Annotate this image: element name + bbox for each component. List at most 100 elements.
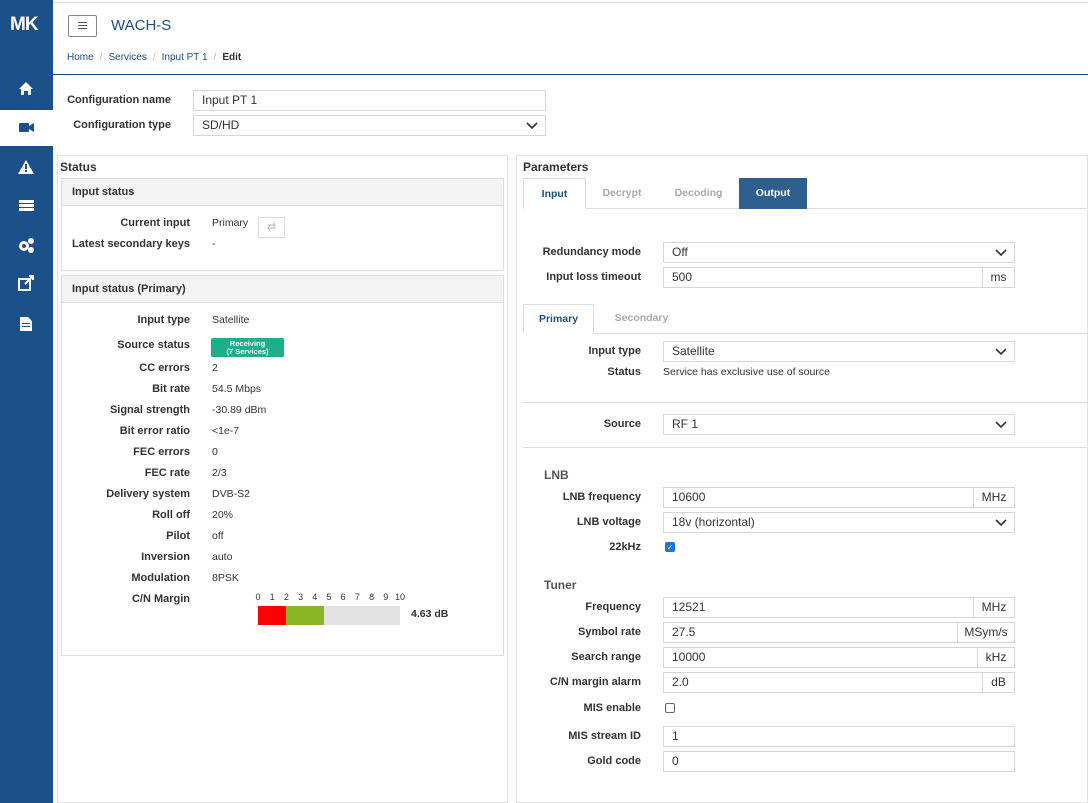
box-header — [61, 178, 504, 206]
breadcrumb-separator: / — [213, 52, 217, 63]
box-title: Input status — [72, 186, 135, 198]
text-input[interactable]: 10000 — [663, 646, 978, 668]
subtab-line — [523, 333, 1088, 334]
text-input[interactable]: 27.5 — [663, 621, 958, 643]
meter-value-label: 4.63 dB — [411, 608, 449, 620]
field-label: Gold code — [587, 755, 641, 767]
meter-tick-label: 6 — [340, 592, 346, 602]
chevron — [526, 122, 538, 130]
field-label: MIS enable — [583, 702, 641, 714]
unit-addon: MHz — [973, 486, 1015, 508]
unit-addon: MHz — [973, 596, 1015, 618]
select[interactable]: SD/HD — [193, 114, 546, 136]
select[interactable]: Satellite — [663, 340, 1015, 362]
status-value: off — [212, 530, 224, 542]
document-icon[interactable] — [20, 317, 32, 331]
breadcrumb-separator: / — [99, 52, 103, 63]
status-value: - — [212, 238, 216, 250]
text-input[interactable]: 0 — [663, 750, 1015, 772]
tab[interactable]: Decoding — [674, 187, 723, 199]
menu-button[interactable] — [68, 15, 97, 37]
meter-tick-label: 1 — [269, 592, 275, 602]
subtab[interactable]: Primary — [523, 304, 594, 334]
breadcrumb-item[interactable]: Input PT 1 — [161, 52, 208, 63]
home-icon[interactable] — [19, 82, 33, 95]
sidebar: MK — [0, 0, 53, 803]
field-label: Source — [603, 418, 641, 430]
parameters-title: Parameters — [523, 160, 589, 174]
field-label: Configuration name — [67, 94, 171, 106]
status-value: 8PSK — [212, 572, 239, 584]
meter-tick-label: 2 — [283, 592, 289, 602]
external-link-icon[interactable] — [18, 275, 34, 291]
status-label: Delivery system — [106, 488, 190, 500]
header-line — [53, 74, 1088, 75]
status-label: Source status — [117, 339, 190, 351]
status-label: Bit rate — [152, 383, 190, 395]
server-icon[interactable] — [19, 200, 34, 211]
breadcrumb: Home / Services / Input PT 1 / Edit — [67, 52, 241, 63]
field-label: Frequency — [585, 601, 641, 613]
checkbox[interactable]: ✓ — [665, 542, 675, 552]
select[interactable]: 18v (horizontal) — [663, 511, 1015, 533]
status-value: 2/3 — [212, 467, 227, 479]
field-label: LNB voltage — [576, 516, 641, 528]
menu-icon — [78, 22, 87, 23]
status-label: Signal strength — [109, 404, 190, 416]
tab[interactable]: Input — [523, 178, 586, 209]
field-label: Redundancy mode — [542, 246, 641, 258]
status-label: FEC rate — [144, 467, 190, 479]
text-input[interactable]: Input PT 1 — [193, 89, 546, 111]
text-input[interactable]: 1 — [663, 725, 1015, 747]
camera-icon[interactable] — [19, 123, 34, 132]
separator — [523, 402, 1088, 403]
page-title: WACH-S — [111, 17, 172, 34]
status-label: Pilot — [166, 530, 190, 542]
status-label: Inversion — [141, 551, 190, 563]
status-value: 54.5 Mbps — [212, 383, 262, 395]
field-label: LNB frequency — [562, 491, 641, 503]
meter-tick-label: 8 — [369, 592, 375, 602]
field-label: C/N margin alarm — [549, 676, 641, 688]
meter-value — [286, 606, 324, 625]
select[interactable]: RF 1 — [663, 413, 1015, 435]
section-heading: Tuner — [544, 578, 577, 592]
badge-line: (7 Services) — [226, 347, 269, 356]
parameters-panel — [516, 155, 1088, 803]
warning-icon[interactable] — [18, 160, 34, 174]
field-label: Input loss timeout — [546, 271, 641, 283]
unit-addon: ms — [982, 266, 1015, 288]
breadcrumb-item[interactable]: Services — [108, 52, 147, 63]
field-label: 22kHz — [609, 541, 641, 553]
status-label: Roll off — [152, 509, 190, 521]
text-input[interactable]: 500 — [663, 266, 983, 288]
badge-line: Receiving — [229, 339, 266, 348]
status-value: 2 — [212, 362, 218, 374]
tab[interactable]: Decrypt — [602, 187, 642, 199]
meter-tick-label: 0 — [255, 592, 261, 602]
subtab[interactable]: Secondary — [614, 312, 669, 324]
tab[interactable]: Output — [739, 178, 807, 209]
section-heading: LNB — [544, 468, 569, 482]
text-input[interactable]: 2.0 — [663, 671, 983, 693]
breadcrumb-separator: / — [152, 52, 156, 63]
chevron — [995, 348, 1007, 356]
status-label: Input type — [137, 314, 190, 326]
text-input[interactable]: 10600 — [663, 486, 974, 508]
nav-icons — [18, 82, 34, 331]
breadcrumb-item[interactable]: Home — [67, 52, 94, 63]
field-label: Input type — [588, 345, 641, 357]
breadcrumb-item: Edit — [222, 52, 242, 63]
status-label: C/N Margin — [131, 593, 190, 605]
gears-icon[interactable] — [19, 238, 34, 253]
checkbox[interactable] — [665, 703, 675, 713]
field-text: Service has exclusive use of source — [663, 366, 830, 378]
status-label: Bit error ratio — [119, 425, 190, 437]
status-label: FEC errors — [133, 446, 190, 458]
switch-button[interactable]: ⇄ — [258, 217, 285, 238]
text-input[interactable]: 12521 — [663, 596, 974, 618]
logo[interactable]: MK — [10, 14, 39, 35]
field-label: Configuration type — [73, 119, 171, 131]
select[interactable]: Off — [663, 241, 1015, 263]
